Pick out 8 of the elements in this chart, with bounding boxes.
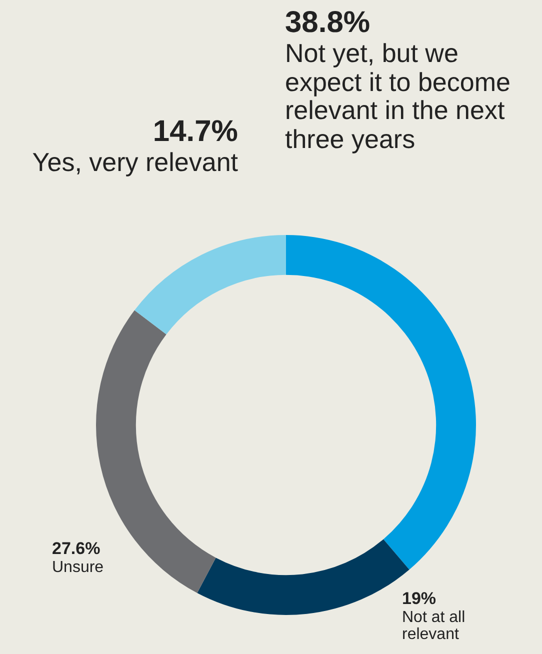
slice-label: Not at all relevant bbox=[402, 608, 466, 644]
data-label: 19% bbox=[402, 589, 438, 609]
slice-label: Yes, very relevant bbox=[32, 147, 238, 177]
data-label: 14.7% bbox=[152, 115, 238, 148]
slice-label: Not yet, but we expect it to become relevant in the next three years bbox=[285, 38, 510, 154]
data-label: 27.6% bbox=[52, 539, 102, 559]
slice-label: Unsure bbox=[52, 558, 104, 576]
data-label: 38.8% bbox=[285, 6, 372, 39]
